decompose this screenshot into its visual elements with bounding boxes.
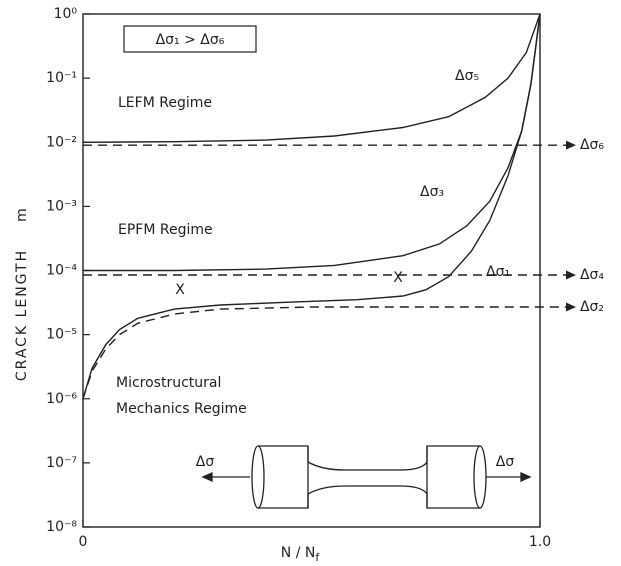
y-axis-unit: m: [14, 208, 30, 222]
annotation: Mechanics Regime: [116, 401, 247, 417]
series-label: Δσ₆: [580, 137, 604, 153]
annotation: Δσ: [496, 454, 515, 470]
annotation: Δσ: [196, 454, 215, 470]
x-axis-title: N / Nf: [281, 545, 321, 564]
y-tick-label: 10⁻⁷: [46, 455, 77, 471]
series-label: Δσ₂: [580, 299, 604, 315]
arrow-head: [565, 270, 576, 280]
y-tick-label: 10⁰: [54, 6, 78, 22]
series-label: Δσ₅: [455, 68, 479, 84]
series-line: [82, 306, 572, 400]
y-tick-label: 10⁻³: [46, 198, 77, 214]
y-axis-title: CRACK LENGTH: [14, 249, 30, 381]
x-tick-label: 0: [79, 534, 88, 550]
x-tick-label: 1.0: [529, 534, 551, 550]
x-axis-title-sub: f: [315, 551, 320, 564]
series-line: [82, 13, 541, 399]
y-tick-label: 10⁻²: [46, 134, 77, 150]
specimen-drawing: [201, 445, 532, 509]
arrow-head: [565, 140, 576, 150]
annotation: X: [175, 282, 185, 298]
arrow-head: [565, 302, 576, 312]
y-tick-label: 10⁻¹: [46, 70, 77, 86]
annotation-box: [123, 25, 257, 53]
series-label: Δσ₃: [420, 184, 444, 200]
annotation: EPFM Regime: [118, 222, 213, 238]
series-line: [82, 13, 541, 143]
series-label: Δσ₁: [486, 264, 510, 280]
y-tick-label: 10⁻⁵: [46, 327, 77, 343]
x-axis-title-main: N / N: [281, 545, 316, 561]
series-label: Δσ₄: [580, 267, 604, 283]
y-tick-label: 10⁻⁸: [46, 519, 77, 535]
annotation: Microstructural: [116, 375, 221, 391]
y-tick-label: 10⁻⁶: [46, 391, 77, 407]
annotation: X: [393, 270, 403, 286]
annotation: LEFM Regime: [118, 95, 212, 111]
annotation: Δσ₁ > Δσ₆: [156, 32, 225, 48]
y-tick-label: 10⁻⁴: [46, 263, 77, 279]
